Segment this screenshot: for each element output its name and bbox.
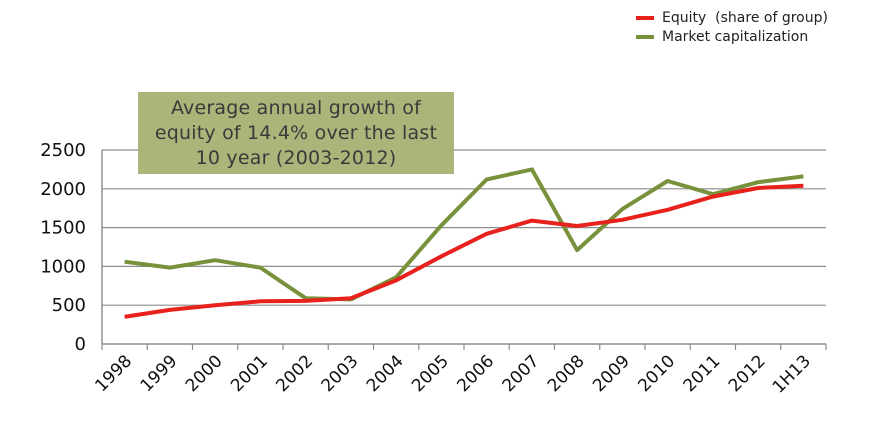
legend-label-equity: Equity (share of group) bbox=[662, 9, 828, 26]
x-tick-label: 2002 bbox=[272, 351, 317, 396]
x-tick-label: 2003 bbox=[318, 351, 363, 396]
y-axis-tick-labels: 0 500 1000 1500 2000 2500 bbox=[40, 140, 86, 355]
x-tick-label: 2006 bbox=[453, 351, 498, 396]
legend-item-market-cap: Market capitalization bbox=[636, 27, 828, 46]
growth-annotation: Average annual growth of equity of 14.4%… bbox=[138, 92, 454, 174]
x-tick-label: 1H13 bbox=[769, 351, 815, 397]
x-tick-label: 2001 bbox=[227, 351, 272, 396]
x-axis bbox=[101, 150, 827, 350]
y-tick-label: 1500 bbox=[40, 218, 86, 239]
x-tick-label: 2005 bbox=[408, 351, 453, 396]
y-tick-label: 1000 bbox=[40, 256, 86, 277]
y-tick-label: 500 bbox=[52, 295, 86, 316]
series-lines bbox=[124, 167, 804, 319]
legend-item-equity: Equity (share of group) bbox=[636, 8, 828, 27]
legend-label-market-cap: Market capitalization bbox=[662, 28, 809, 45]
x-tick-label: 2009 bbox=[589, 351, 634, 396]
legend-swatch-equity bbox=[636, 15, 654, 20]
legend-swatch-market-cap bbox=[636, 34, 654, 39]
x-tick-label: 2007 bbox=[499, 351, 544, 396]
x-tick-label: 2010 bbox=[634, 351, 679, 396]
x-tick-label: 2008 bbox=[544, 351, 589, 396]
y-tick-label: 0 bbox=[75, 334, 86, 355]
series-line-market-cap bbox=[124, 167, 804, 302]
legend: Equity (share of group) Market capitaliz… bbox=[636, 8, 828, 46]
x-tick-label: 1998 bbox=[91, 351, 136, 396]
x-tick-label: 2011 bbox=[680, 351, 725, 396]
x-tick-label: 1999 bbox=[137, 351, 182, 396]
x-axis-tick-labels: 1998 1999 2000 2001 2002 2003 2004 2005 2006 2007… bbox=[91, 351, 814, 397]
growth-annotation-text: Average annual growth of equity of 14.4%… bbox=[154, 96, 438, 169]
x-tick-label: 2004 bbox=[363, 351, 408, 396]
y-tick-label: 2500 bbox=[40, 140, 86, 161]
y-tick-label: 2000 bbox=[40, 179, 86, 200]
x-tick-label: 2000 bbox=[182, 351, 227, 396]
series-line-equity bbox=[124, 183, 804, 319]
x-tick-label: 2012 bbox=[725, 351, 770, 396]
